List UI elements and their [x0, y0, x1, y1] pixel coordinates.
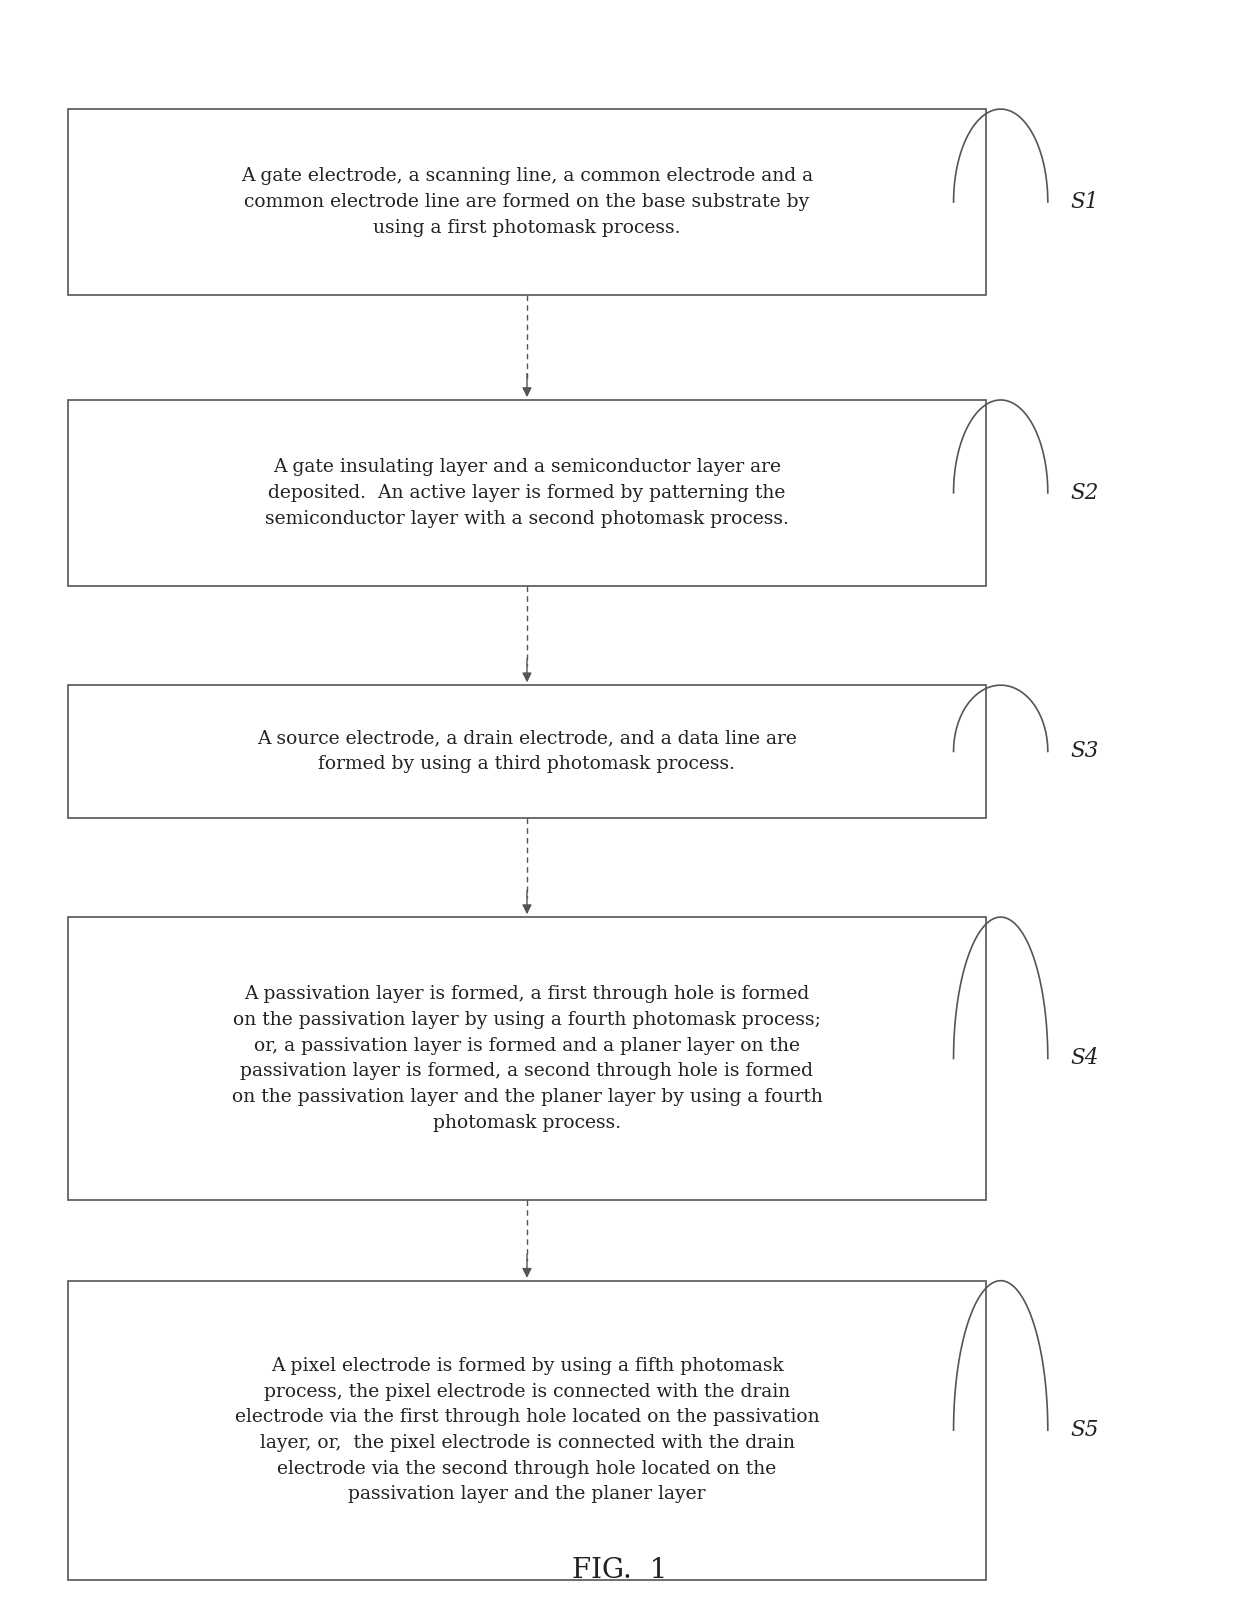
Bar [68, 110, 986, 294]
Text: A source electrode, a drain electrode, and a data line are
formed by using a thi: A source electrode, a drain electrode, a… [257, 729, 797, 774]
Text: S2: S2 [1070, 482, 1099, 504]
Text: A pixel electrode is formed by using a fifth photomask
process, the pixel electr: A pixel electrode is formed by using a f… [234, 1357, 820, 1503]
Text: A passivation layer is formed, a first through hole is formed
on the passivation: A passivation layer is formed, a first t… [232, 986, 822, 1131]
Text: FIG.  1: FIG. 1 [573, 1558, 667, 1584]
Text: S1: S1 [1070, 191, 1099, 213]
Text: A gate insulating layer and a semiconductor layer are
deposited.  An active laye: A gate insulating layer and a semiconduc… [265, 459, 789, 527]
Bar [68, 918, 986, 1199]
Text: A gate electrode, a scanning line, a common electrode and a
common electrode lin: A gate electrode, a scanning line, a com… [241, 168, 813, 236]
Text: S3: S3 [1070, 740, 1099, 763]
Bar [68, 401, 986, 587]
Bar [68, 685, 986, 818]
Bar [68, 1280, 986, 1580]
Text: S5: S5 [1070, 1419, 1099, 1441]
Text: S4: S4 [1070, 1047, 1099, 1070]
